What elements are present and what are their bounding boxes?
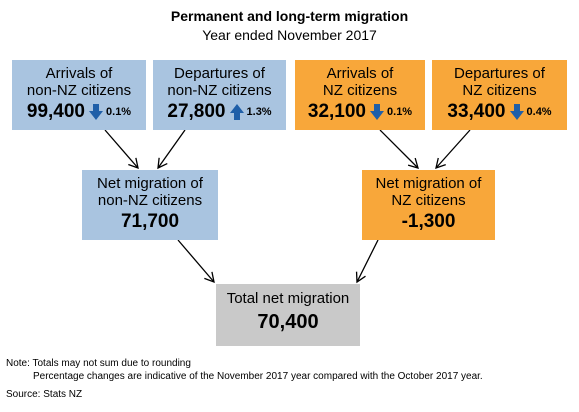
box-label-line1: Arrivals of [45, 65, 113, 82]
connector-arrow [177, 239, 215, 284]
arrow-down-icon [509, 104, 524, 120]
box-label-line2: non-NZ citizens [167, 82, 272, 99]
arrow-up-icon [229, 104, 244, 120]
departures-nz-pct: 0.4% [526, 106, 552, 118]
connector-arrow [379, 129, 419, 169]
arrow-down-icon [370, 104, 385, 120]
arrivals-non-nz-value: 99,400 [26, 101, 86, 122]
departures-non-nz-box: Departures of non-NZ citizens 27,800 1.3… [153, 60, 286, 130]
net-migration-nz-box: Net migration of NZ citizens -1,300 [362, 170, 495, 240]
box-label-line1: Net migration of [97, 175, 203, 192]
box-label-line1: Arrivals of [326, 65, 394, 82]
net-migration-non-nz-value: 71,700 [120, 211, 180, 232]
box-label-line2: NZ citizens [391, 192, 466, 209]
arrow-down-icon [89, 104, 104, 120]
box-label-line2: NZ citizens [322, 82, 398, 99]
arrivals-nz-box: Arrivals of NZ citizens 32,100 0.1% [295, 60, 425, 130]
departures-nz-box: Departures of NZ citizens 33,400 0.4% [432, 60, 567, 130]
total-net-migration-box: Total net migration 70,400 [216, 284, 360, 346]
connector-arrow [157, 129, 186, 170]
departures-non-nz-value: 27,800 [167, 101, 226, 122]
connector-arrow [355, 239, 379, 284]
connector-arrow [104, 129, 139, 170]
diagram-subtitle: Year ended November 2017 [202, 27, 377, 43]
net-migration-nz-value: -1,300 [401, 211, 456, 232]
source-note: Source: Stats NZ [6, 389, 83, 400]
arrivals-nz-value: 32,100 [307, 101, 367, 122]
note-percentage: Percentage changes are indicative of the… [33, 371, 483, 382]
arrivals-non-nz-pct: 0.1% [106, 106, 132, 118]
box-label-line2: non-NZ citizens [97, 192, 203, 209]
box-label-line1: Net migration of [375, 175, 482, 192]
note-rounding: Note: Totals may not sum due to rounding [6, 358, 191, 369]
box-label-line2: NZ citizens [462, 82, 537, 99]
departures-nz-value: 33,400 [447, 101, 506, 122]
net-migration-non-nz-box: Net migration of non-NZ citizens 71,700 [82, 170, 218, 240]
box-label-line1: Departures of [454, 65, 545, 82]
arrivals-nz-pct: 0.1% [387, 106, 413, 118]
total-label: Total net migration [226, 290, 350, 307]
connector-arrow [435, 129, 471, 169]
total-net-migration-value: 70,400 [257, 311, 319, 333]
departures-non-nz-pct: 1.3% [246, 106, 272, 118]
diagram-title: Permanent and long-term migration [170, 8, 409, 24]
arrivals-non-nz-box: Arrivals of non-NZ citizens 99,400 0.1% [12, 60, 146, 130]
box-label-line1: Departures of [174, 65, 265, 82]
box-label-line2: non-NZ citizens [26, 82, 132, 99]
